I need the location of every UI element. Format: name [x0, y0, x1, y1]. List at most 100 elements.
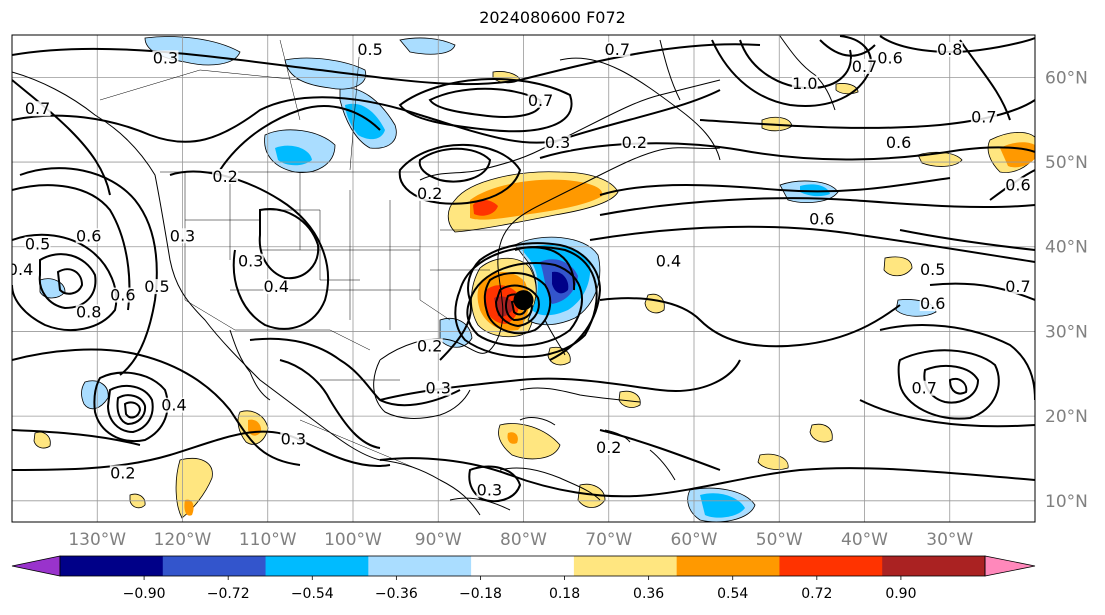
contour-label: 0.4: [8, 260, 33, 279]
colorbar-segment: [265, 556, 369, 576]
contour-label: 0.4: [161, 396, 186, 415]
lat-tick-label: 30°N: [1045, 322, 1088, 342]
contour-label: 1.0: [792, 74, 817, 93]
contour-label-bg: [212, 168, 239, 184]
contour-label-bg: [808, 211, 835, 227]
contour-label: 0.7: [971, 108, 996, 127]
contour-label: 0.2: [622, 133, 647, 152]
contour-label: 0.3: [477, 480, 502, 499]
contour-label: 0.7: [852, 57, 877, 76]
colorbar-tick-label: −0.90: [123, 586, 166, 602]
contour-label-bg: [919, 262, 946, 278]
colorbar-segment: [882, 556, 986, 576]
colorbar-over-arrow: [984, 555, 1036, 577]
contour-label-bg: [527, 92, 554, 108]
contour-label-bg: [1004, 279, 1031, 295]
contour-label-bg: [12, 262, 34, 278]
contour-label: 0.7: [25, 99, 50, 118]
lon-tick-label: 50°W: [756, 530, 803, 550]
contour-label: 0.6: [76, 226, 101, 245]
colorbar-tick-labels: −0.90 −0.72 −0.54 −0.36 −0.18 0.18 0.36 0.54 0.7…: [123, 576, 916, 602]
lat-tick-label: 20°N: [1045, 407, 1088, 427]
contour-label-bg: [24, 236, 51, 252]
colorbar-segment: [779, 556, 883, 576]
contour-label: 0.7: [605, 40, 630, 59]
colorbar-segment: [471, 556, 575, 576]
contour-label-bg: [416, 185, 443, 201]
contour-label: 0.6: [886, 133, 911, 152]
lon-tick-label: 80°W: [500, 530, 547, 550]
contour-label-bg: [919, 296, 946, 312]
colorbar-tick-label: 0.36: [633, 586, 664, 602]
contour-lines: [12, 35, 1035, 503]
colorbar-under-arrow: [11, 555, 61, 577]
contour-label-bg: [109, 287, 136, 303]
colorbar-segment: [676, 556, 780, 576]
contour-label: 0.2: [417, 336, 442, 355]
contour-label-bg: [75, 304, 102, 320]
colorbar-tick-label: 0.72: [801, 586, 832, 602]
lon-tick-label: 90°W: [415, 530, 462, 550]
contour-label: 0.4: [656, 252, 681, 271]
contour-label-bg: [936, 41, 963, 57]
lon-tick-label: 120°W: [154, 530, 212, 550]
colorbar-tick-label: −0.54: [291, 586, 334, 602]
lon-tick-label: 70°W: [585, 530, 632, 550]
contour-label: 0.3: [238, 252, 263, 271]
lat-tick-label: 40°N: [1045, 238, 1088, 258]
lon-tick-label: 110°W: [239, 530, 297, 550]
contour-label-bg: [160, 397, 187, 413]
contour-label: 0.3: [170, 226, 195, 245]
contour-label: 0.3: [281, 430, 306, 449]
contour-label-bg: [143, 279, 170, 295]
contour-label-bg: [476, 482, 503, 498]
contour-label-bg: [885, 135, 912, 151]
lon-tick-label: 40°W: [841, 530, 888, 550]
contour-label-bg: [621, 135, 648, 151]
contour-label: 0.8: [937, 40, 962, 59]
contour-label: 0.5: [357, 40, 382, 59]
contour-labels: 0.50.3 0.70.70.80.60.71.00.70.3 0.2 0.60.70…: [8, 40, 1031, 499]
contour-label: 0.7: [528, 91, 553, 110]
lon-tick-label: 100°W: [324, 530, 382, 550]
contour-label-bg: [425, 380, 452, 396]
contour-label: 0.5: [144, 277, 169, 296]
contour-label: 0.5: [25, 235, 50, 254]
contour-label-bg: [237, 253, 264, 269]
contour-label: 0.3: [545, 133, 570, 152]
contour-label: 0.6: [920, 294, 945, 313]
lon-tick-label: 30°W: [926, 530, 973, 550]
colorbar-tick-label: −0.36: [375, 586, 418, 602]
colorbar-tick-label: −0.72: [207, 586, 250, 602]
contour-label: 0.2: [212, 167, 237, 186]
contour-label: 0.8: [76, 302, 101, 321]
colorbar-tick-label: 0.90: [885, 586, 916, 602]
colorbar-segment: [60, 556, 164, 576]
contour-label: 0.2: [596, 438, 621, 457]
contour-label-bg: [109, 465, 136, 481]
contour-label-bg: [877, 50, 904, 66]
contour-label: 0.2: [110, 463, 135, 482]
shaded-anomaly-areas: [33, 36, 1035, 522]
contour-label: 0.6: [809, 209, 834, 228]
contour-label-bg: [357, 41, 384, 57]
contour-label-bg: [595, 440, 622, 456]
contour-label-bg: [1004, 177, 1031, 193]
contour-label: 0.6: [877, 48, 902, 67]
lat-tick-label: 60°N: [1045, 68, 1088, 88]
map-frame: [11, 34, 1036, 523]
contour-label: 0.2: [417, 184, 442, 203]
contour-label-bg: [75, 228, 102, 244]
latitude-tick-labels: 10°N 20°N 30°N 40°N 50°N 60°N: [1045, 68, 1088, 511]
contour-label: 0.6: [1005, 175, 1030, 194]
contour-label: 0.6: [110, 286, 135, 305]
contour-label-bg: [280, 431, 307, 447]
contour-label-bg: [604, 41, 631, 57]
contour-label: 0.7: [911, 379, 936, 398]
contour-label-bg: [24, 101, 51, 117]
contour-label-bg: [655, 253, 682, 269]
contour-label-bg: [851, 58, 878, 74]
colorbar-segment: [368, 556, 472, 576]
contour-label-bg: [911, 380, 938, 396]
